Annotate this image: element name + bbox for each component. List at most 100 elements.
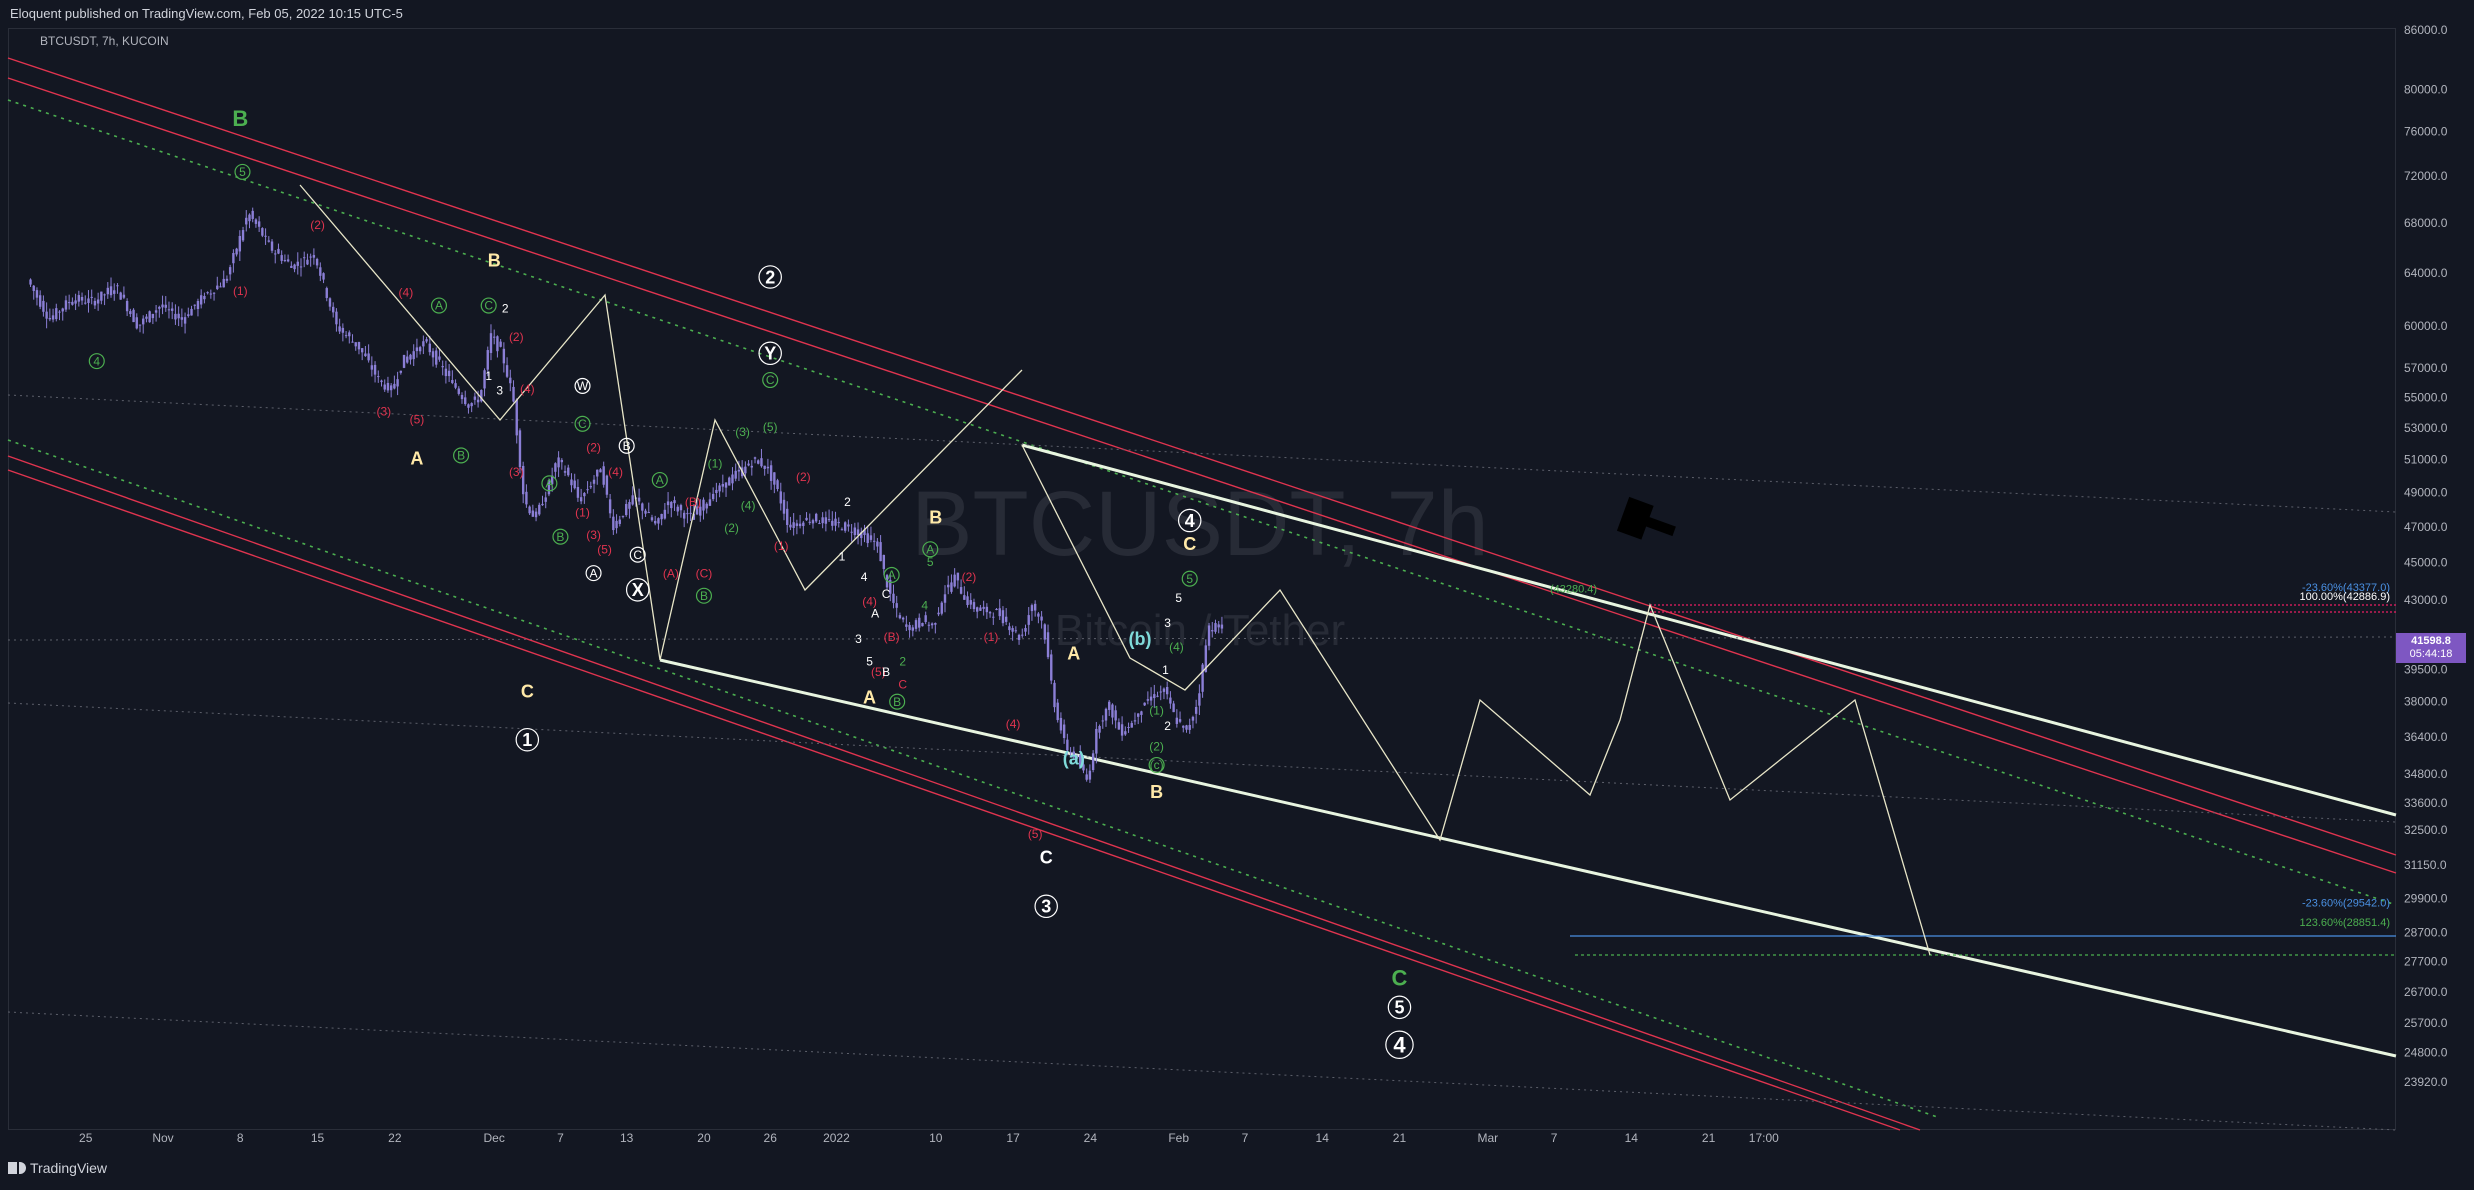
candle-body <box>142 318 145 325</box>
price-tick-label: 60000.0 <box>2404 319 2448 333</box>
candle-body <box>386 382 390 391</box>
candle-body <box>940 602 943 614</box>
wave-label-text: B <box>929 507 942 527</box>
candle-body <box>711 493 715 500</box>
candle-body <box>77 295 81 302</box>
wave-label-circle <box>1387 995 1412 1020</box>
candle-body <box>303 257 306 259</box>
candle-body <box>106 287 109 295</box>
candle-body <box>872 540 876 542</box>
candle-body <box>35 290 39 298</box>
candle-body <box>1056 702 1059 721</box>
candle-body <box>686 513 689 515</box>
wave-label: 5 <box>866 655 873 669</box>
candle-body <box>515 399 518 436</box>
candle-body <box>412 351 415 360</box>
candle-body <box>1165 686 1169 695</box>
candle-body <box>521 465 525 495</box>
tradingview-logo[interactable]: TradingView <box>8 1160 107 1176</box>
wave-label-text: (4) <box>608 465 623 479</box>
wave-label-text: A <box>926 542 934 556</box>
candle-body <box>100 291 103 301</box>
time-tick-label: 14 <box>1625 1131 1639 1145</box>
candle-body <box>654 520 657 524</box>
candle-body <box>937 612 940 615</box>
lower-channel-white <box>659 658 2397 1058</box>
last-price-value: 41598.8 <box>2411 635 2451 647</box>
wave-label-circle <box>618 437 635 454</box>
wave-label: W <box>574 377 591 394</box>
candle-body <box>560 459 564 463</box>
candle-body <box>550 475 554 485</box>
candle-body <box>148 311 151 323</box>
candle-body <box>154 310 158 313</box>
candle-body <box>692 513 696 520</box>
candle-body <box>528 506 531 514</box>
candle-body <box>647 512 650 514</box>
time-tick-label: 13 <box>620 1131 634 1145</box>
wave-label-text: (4) <box>520 382 535 396</box>
candle-body <box>802 522 805 527</box>
candle-body <box>1043 624 1047 640</box>
candle-body <box>815 513 818 522</box>
candle-body <box>222 278 225 288</box>
wave-label: A <box>883 566 900 584</box>
price-tick-label: 45000.0 <box>2404 556 2448 570</box>
price-tick-label: 38000.0 <box>2404 695 2448 709</box>
candle-body <box>1143 702 1146 706</box>
price-tick-label: 53000.0 <box>2404 421 2448 435</box>
candle-body <box>573 480 576 489</box>
candle-body <box>1050 654 1053 681</box>
wave-label: A <box>1067 643 1080 663</box>
wave-label: C <box>1183 534 1196 554</box>
candle-body <box>1001 610 1005 624</box>
price-axis[interactable]: 86000.0 80000.0 76000.0 72000.0 68000.0 64000… <box>2404 23 2448 1089</box>
wave-label: Y <box>758 341 782 366</box>
wave-label-text: B <box>882 665 890 679</box>
wave-label: (b) <box>1129 629 1152 649</box>
upper-channel-red-2 <box>7 77 2397 874</box>
candle-body <box>241 230 245 241</box>
wave-paths <box>299 184 1931 956</box>
candle-body <box>911 627 914 631</box>
candle-body <box>64 300 68 310</box>
candle-body <box>190 308 193 316</box>
candle-body <box>963 595 966 600</box>
candle-body <box>621 515 625 517</box>
candle-body <box>1108 701 1111 710</box>
candle-body <box>728 477 731 486</box>
candle-body <box>364 353 367 357</box>
candle-body <box>979 607 982 611</box>
fib-level-label: (43280.4) <box>1550 584 1597 596</box>
wave-label-text: C <box>1183 534 1196 554</box>
candle-body <box>71 301 74 305</box>
candle-body <box>129 311 132 315</box>
price-tick-label: 51000.0 <box>2404 453 2448 467</box>
price-tick-label: 43000.0 <box>2404 593 2448 607</box>
wave-label: 3 <box>496 384 503 398</box>
chart-frame[interactable] <box>8 28 2396 1130</box>
candle-body <box>177 313 180 319</box>
candle-body <box>451 380 454 384</box>
wave-label-text: (5) <box>410 412 425 426</box>
wave-label-text: 3 <box>1164 616 1171 630</box>
candle-body <box>1156 695 1159 697</box>
candle-body <box>1169 697 1172 704</box>
time-axis[interactable]: 25 Nov 8 15 22 Dec 7 13 20 26 2022 10 17 24 Feb 7 14 21 Ma… <box>79 1131 1779 1145</box>
candle-body <box>1172 703 1175 713</box>
candle-body <box>534 511 538 518</box>
wave-label: B <box>488 251 501 271</box>
candle-body <box>319 267 322 276</box>
candle-body <box>277 248 280 254</box>
wave-label: (a) <box>1063 749 1085 769</box>
wave-label: B <box>232 106 248 131</box>
wave-label-circle <box>625 578 650 602</box>
candle-body <box>1008 626 1011 631</box>
wave-label-text: (3) <box>376 405 391 419</box>
candle-body <box>457 388 460 394</box>
candle-body <box>174 313 177 320</box>
price-tick-label: 47000.0 <box>2404 520 2448 534</box>
candle-body <box>109 286 113 296</box>
candle-body <box>753 457 757 459</box>
